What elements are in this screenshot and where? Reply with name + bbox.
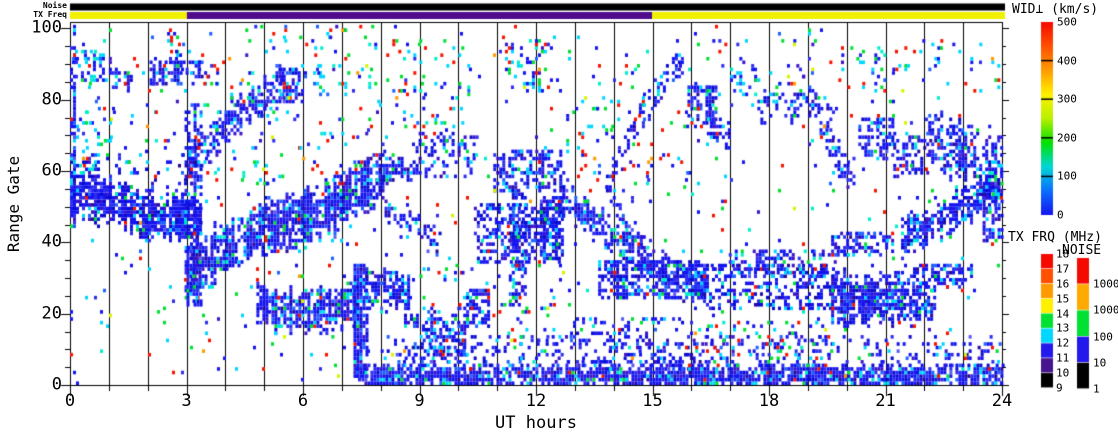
x-tick-label: 6 [297,391,309,411]
wid-tick-label: 500 [1057,15,1077,29]
x-tick-label: 9 [414,391,425,411]
y-tick-label: 80 [41,89,62,110]
txfrq-tick-label: 11 [1056,351,1070,365]
txfrq-tick-label: 10 [1056,366,1070,380]
wid-colorbar-title: WID⊥ (km/s) [1012,2,1099,17]
wid-tick-label: 200 [1057,131,1077,145]
y-tick-label: 0 [51,374,62,395]
wid-tick-label: 300 [1057,92,1077,106]
txfrq-tick-label: 13 [1056,321,1070,335]
noise-bar-label: Noise [42,1,67,10]
noise-tick-label: 10000 [1093,277,1118,291]
txfrq-tick-label: 15 [1056,292,1070,306]
wid-tick-label: 0 [1057,208,1064,222]
x-tick-label: 3 [181,391,192,411]
x-tick-label: 21 [875,391,896,411]
y-axis-title: Range Gate [4,155,23,253]
x-tick-label: 12 [525,391,547,411]
wid-tick-label: 400 [1057,54,1077,68]
x-axis-title: UT hours [495,413,577,433]
noise-tick-label: 1000 [1093,303,1118,317]
x-tick-label: 15 [642,391,663,411]
txfrq-tick-label: 14 [1056,307,1070,321]
y-tick-label: 100 [31,17,62,38]
txfrq-tick-label: 18 [1056,247,1070,261]
noise-tick-label: 1 [1093,382,1100,396]
x-tick-label: 0 [64,391,76,411]
wid-tick-label: 100 [1057,169,1077,183]
x-tick-label: 18 [758,391,780,411]
y-tick-label: 60 [41,160,62,181]
noise-tick-label: 100 [1093,330,1113,344]
txfreq-bar-label: TX Freq [33,10,67,19]
x-tick-label: 24 [991,391,1013,411]
y-tick-label: 40 [41,231,62,252]
noise-colorbar-title: NOISE [1062,243,1102,258]
txfrq-tick-label: 12 [1056,336,1070,350]
y-tick-label: 20 [41,303,62,324]
txfrq-colorbar-title: TX FRQ (MHz) [1008,230,1102,245]
txfrq-tick-label: 17 [1056,262,1070,276]
txfrq-tick-label: 9 [1056,381,1063,395]
noise-tick-label: 10 [1093,356,1107,370]
txfrq-tick-label: 16 [1056,277,1070,291]
